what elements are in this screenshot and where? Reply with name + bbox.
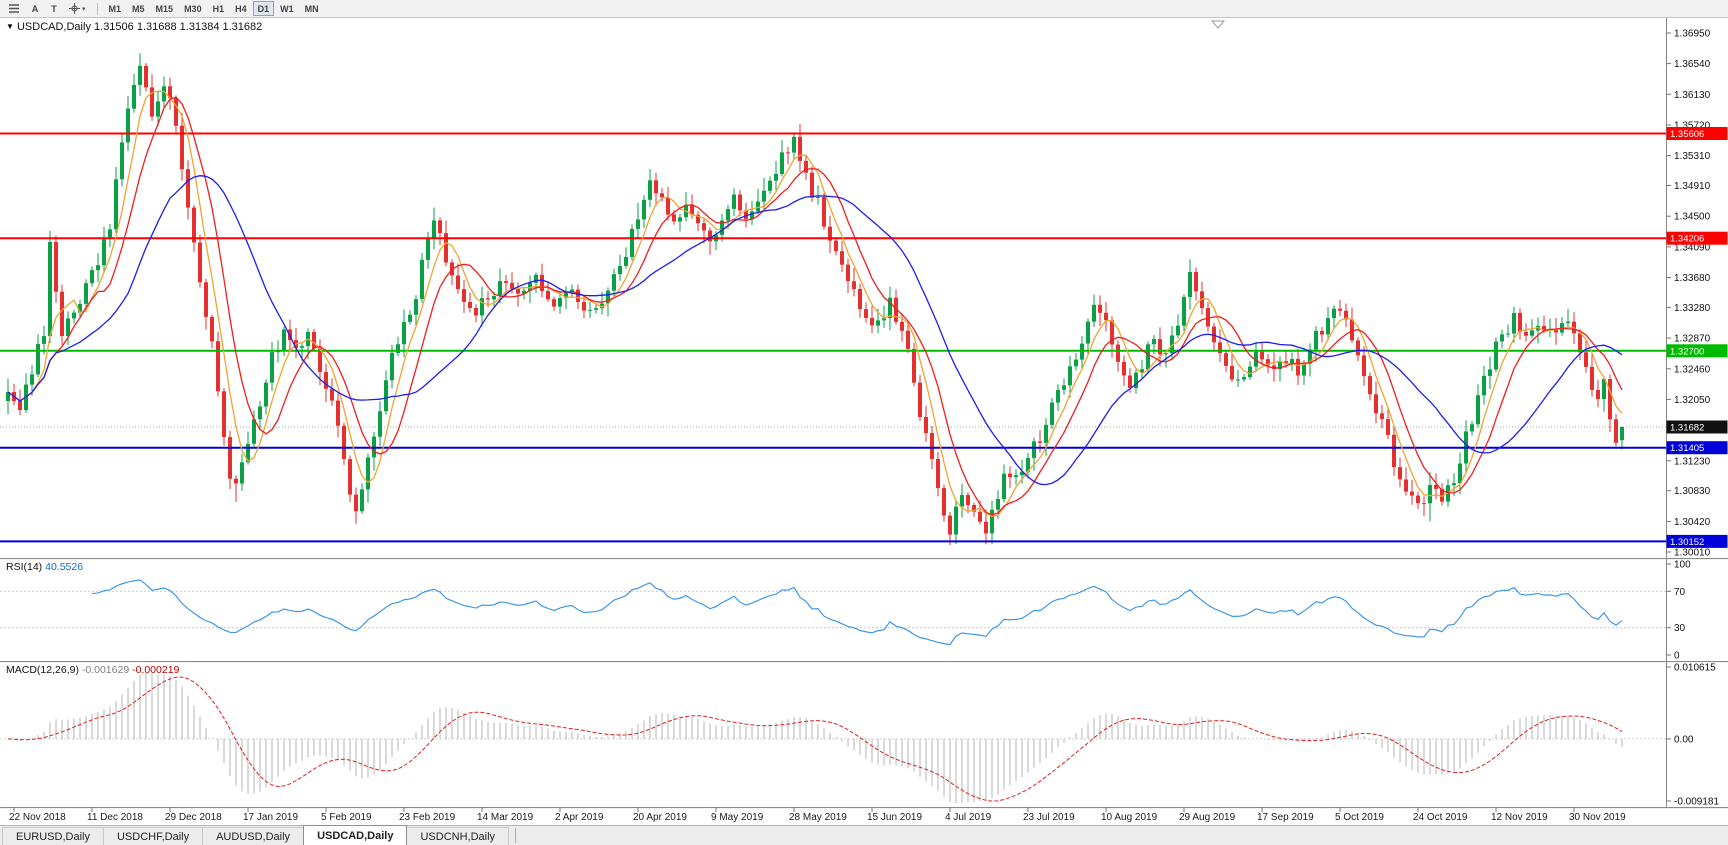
- svg-text:1.32460: 1.32460: [1674, 364, 1711, 375]
- rsi-panel: 100 70 30 0: [0, 560, 1691, 662]
- svg-text:5 Feb 2019: 5 Feb 2019: [321, 812, 372, 823]
- svg-text:1.32870: 1.32870: [1674, 334, 1711, 345]
- crosshair-icon: [69, 3, 80, 14]
- svg-text:30: 30: [1674, 623, 1686, 634]
- svg-text:30 Nov 2019: 30 Nov 2019: [1569, 812, 1626, 823]
- svg-text:11 Dec 2018: 11 Dec 2018: [87, 812, 143, 823]
- svg-text:10 Aug 2019: 10 Aug 2019: [1101, 812, 1158, 823]
- svg-text:1.30010: 1.30010: [1674, 548, 1711, 559]
- tab-divider: [515, 828, 517, 843]
- svg-text:-0.009181: -0.009181: [1674, 797, 1719, 808]
- price-scale[interactable]: 1.36950 1.36540 1.36130 1.35720 1.35310 1.349…: [1666, 29, 1711, 559]
- svg-text:1.30152: 1.30152: [1670, 537, 1704, 548]
- timeframe-button-m5[interactable]: M5: [132, 3, 145, 14]
- macd-panel: 0.010615 0.00 -0.009181: [0, 663, 1719, 808]
- svg-text:29 Dec 2018: 29 Dec 2018: [165, 812, 222, 823]
- svg-text:0.00: 0.00: [1674, 734, 1694, 745]
- ma-lines: [7, 90, 1623, 517]
- svg-text:1.30830: 1.30830: [1674, 486, 1711, 497]
- svg-text:0.010615: 0.010615: [1674, 663, 1716, 674]
- tool-button-t[interactable]: T: [51, 3, 57, 14]
- svg-text:1.36130: 1.36130: [1674, 90, 1711, 101]
- chart-shift-marker[interactable]: [1210, 20, 1226, 29]
- candles-layer: [6, 53, 1624, 546]
- chart-menu-button[interactable]: [3, 1, 25, 16]
- svg-text:1.30420: 1.30420: [1674, 517, 1711, 528]
- svg-text:1.34206: 1.34206: [1670, 234, 1704, 245]
- svg-text:24 Oct 2019: 24 Oct 2019: [1413, 812, 1468, 823]
- svg-text:0: 0: [1674, 651, 1680, 662]
- svg-text:29 Aug 2019: 29 Aug 2019: [1179, 812, 1236, 823]
- timeframe-button-m30[interactable]: M30: [184, 3, 202, 14]
- svg-text:12 Nov 2019: 12 Nov 2019: [1491, 812, 1548, 823]
- svg-text:1.32050: 1.32050: [1674, 395, 1711, 406]
- toolbar-separator: [96, 2, 98, 15]
- svg-text:1.31682: 1.31682: [1670, 423, 1704, 434]
- svg-text:1.34910: 1.34910: [1674, 181, 1711, 192]
- svg-text:1.34500: 1.34500: [1674, 212, 1711, 223]
- svg-text:1.35720: 1.35720: [1674, 121, 1711, 132]
- svg-text:2 Apr 2019: 2 Apr 2019: [555, 812, 604, 823]
- chart-tab-eurusd[interactable]: EURUSD,Daily: [2, 827, 104, 845]
- svg-text:5 Oct 2019: 5 Oct 2019: [1335, 812, 1384, 823]
- price-badges: 1.35606 1.34206 1.32700 1.31405 1.30152 1.316…: [1666, 127, 1728, 548]
- svg-text:100: 100: [1674, 560, 1691, 571]
- dropdown-caret-icon: ▾: [82, 5, 86, 13]
- chart-tab-usdcnh[interactable]: USDCNH,Daily: [406, 827, 510, 845]
- timeframe-button-mn[interactable]: MN: [304, 3, 319, 14]
- svg-text:70: 70: [1674, 587, 1686, 598]
- svg-text:1.31405: 1.31405: [1670, 443, 1704, 454]
- svg-text:1.32700: 1.32700: [1670, 346, 1704, 357]
- tool-button-group: A T ▾: [3, 1, 91, 16]
- svg-text:4 Jul 2019: 4 Jul 2019: [945, 812, 992, 823]
- time-axis[interactable]: 22 Nov 2018 11 Dec 2018 29 Dec 2018 17 Jan …: [9, 807, 1626, 823]
- svg-text:1.33680: 1.33680: [1674, 273, 1711, 284]
- chart-area[interactable]: 1.36950 1.36540 1.36130 1.35720 1.35310 1.349…: [0, 18, 1728, 825]
- chart-tabs-bar: EURUSD,Daily USDCHF,Daily AUDUSD,Daily USDC…: [0, 825, 1728, 845]
- price-chart[interactable]: 1.36950 1.36540 1.36130 1.35720 1.35310 1.349…: [0, 18, 1728, 825]
- timeframe-button-m15[interactable]: M15: [155, 3, 174, 14]
- crosshair-tool-button[interactable]: ▾: [64, 1, 91, 16]
- svg-text:1.36950: 1.36950: [1674, 29, 1711, 40]
- svg-text:20 Apr 2019: 20 Apr 2019: [633, 812, 687, 823]
- svg-text:1.35606: 1.35606: [1670, 129, 1704, 140]
- svg-text:1.31230: 1.31230: [1674, 456, 1711, 467]
- menu-lines-icon: [9, 4, 19, 13]
- svg-text:9 May 2019: 9 May 2019: [711, 812, 764, 823]
- timeframe-button-m1[interactable]: M1: [108, 3, 122, 14]
- current-price-badge: [1666, 420, 1728, 434]
- timeframe-button-w1[interactable]: W1: [280, 3, 294, 14]
- horizontal-levels[interactable]: [0, 132, 1666, 543]
- svg-text:17 Sep 2019: 17 Sep 2019: [1257, 812, 1314, 823]
- svg-text:1.34090: 1.34090: [1674, 242, 1711, 253]
- timeframe-button-d1[interactable]: D1: [252, 1, 275, 16]
- chart-tab-usdchf[interactable]: USDCHF,Daily: [102, 827, 204, 845]
- svg-text:15 Jun 2019: 15 Jun 2019: [867, 812, 922, 823]
- svg-text:22 Nov 2018: 22 Nov 2018: [9, 812, 66, 823]
- svg-text:17 Jan 2019: 17 Jan 2019: [243, 812, 298, 823]
- timeframe-group: M1 M5 M15 M30 H1 H4 D1 W1 MN: [104, 1, 324, 16]
- svg-text:1.35310: 1.35310: [1674, 151, 1711, 162]
- svg-text:23 Feb 2019: 23 Feb 2019: [399, 812, 456, 823]
- panel-separators[interactable]: [0, 18, 1728, 809]
- chart-tab-audusd[interactable]: AUDUSD,Daily: [202, 827, 305, 845]
- chart-tab-usdcad[interactable]: USDCAD,Daily: [303, 825, 408, 845]
- tool-button-a[interactable]: A: [31, 3, 39, 14]
- svg-text:23 Jul 2019: 23 Jul 2019: [1023, 812, 1075, 823]
- svg-text:14 Mar 2019: 14 Mar 2019: [477, 812, 534, 823]
- timeframe-button-h4[interactable]: H4: [235, 3, 247, 14]
- svg-text:28 May 2019: 28 May 2019: [789, 812, 847, 823]
- svg-text:1.33280: 1.33280: [1674, 303, 1711, 314]
- toolbar: A T ▾ M1 M5 M15 M30 H1 H4 D1 W1 MN: [0, 0, 1728, 18]
- timeframe-button-h1[interactable]: H1: [212, 3, 225, 14]
- svg-text:1.36540: 1.36540: [1674, 59, 1711, 70]
